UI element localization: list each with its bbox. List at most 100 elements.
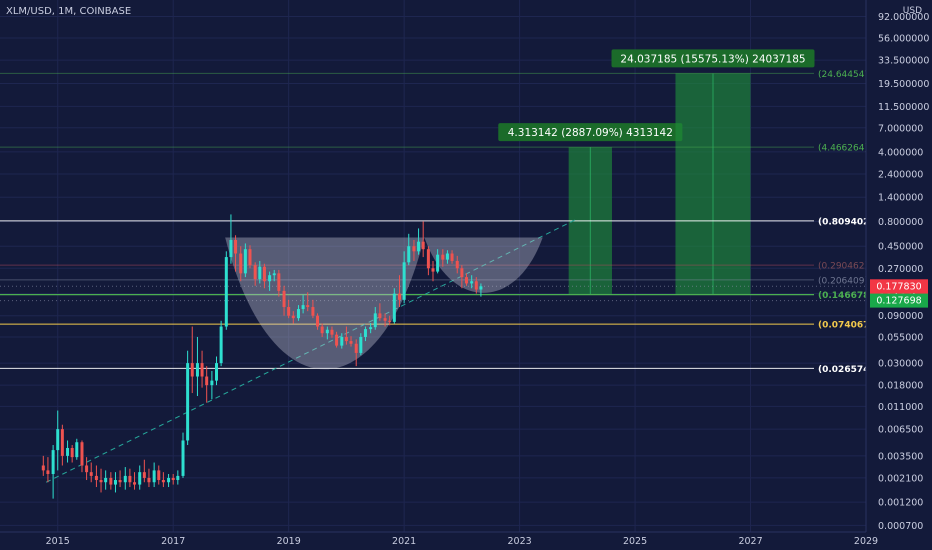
- candle-body: [152, 470, 156, 483]
- candle-body: [287, 307, 291, 316]
- candle-body: [176, 475, 180, 481]
- candle-body: [407, 246, 411, 263]
- y-tick-label: 0.055000: [878, 332, 923, 343]
- level-label: (0.146678): [818, 291, 873, 301]
- y-tick-label: 0.800000: [878, 217, 923, 228]
- handle-shape: [424, 237, 543, 293]
- x-tick-label: 2029: [854, 536, 878, 547]
- candle-body: [248, 249, 252, 266]
- y-tick-label: 33.500000: [878, 56, 929, 67]
- candle-body: [455, 260, 459, 269]
- cup-shape: [225, 237, 425, 370]
- candle-body: [109, 477, 113, 485]
- candle-body: [301, 305, 305, 310]
- candle-body: [441, 254, 445, 260]
- candle-body: [398, 293, 402, 300]
- candle-body: [138, 472, 142, 485]
- candle-body: [99, 480, 103, 483]
- candle-body: [60, 429, 64, 456]
- candle-body: [306, 305, 310, 308]
- candle-body: [311, 307, 315, 316]
- candle-body: [133, 482, 137, 485]
- candle-body: [330, 329, 334, 335]
- level-label: (0.290462): [818, 262, 868, 272]
- candle-body: [388, 320, 392, 322]
- candle-body: [210, 380, 214, 386]
- y-tick-label: 0.002100: [878, 473, 923, 484]
- y-tick-label: 0.001200: [878, 498, 923, 509]
- candle-body: [142, 472, 146, 478]
- candles-layer: [41, 214, 483, 499]
- candle-body: [161, 480, 165, 483]
- y-tick-label: 19.500000: [878, 79, 929, 90]
- y-tick-label: 56.000000: [878, 33, 929, 44]
- x-tick-label: 2027: [738, 536, 762, 547]
- candle-body: [186, 363, 190, 441]
- y-tick-label: 0.270000: [878, 264, 923, 275]
- candle-body: [373, 313, 377, 328]
- candle-body: [325, 329, 329, 334]
- y-tick-label: 1.400000: [878, 193, 923, 204]
- candle-body: [70, 447, 74, 458]
- candle-body: [51, 450, 55, 474]
- price-tag-text: 0.177830: [876, 281, 921, 292]
- candle-body: [479, 286, 483, 290]
- candle-body: [320, 326, 324, 334]
- candle-body: [41, 465, 45, 471]
- x-tick-label: 2023: [508, 536, 532, 547]
- candle-body: [89, 472, 93, 476]
- price-axis-bg: [866, 0, 932, 550]
- candle-body: [94, 475, 98, 481]
- y-tick-label: 7.000000: [878, 123, 923, 134]
- candle-body: [195, 363, 199, 377]
- level-label: (0.026574): [818, 365, 873, 375]
- candle-body: [66, 447, 70, 456]
- candle-body: [296, 309, 300, 319]
- candle-body: [412, 246, 416, 252]
- candle-body: [354, 343, 358, 353]
- x-tick-label: 2017: [161, 536, 185, 547]
- candle-body: [340, 336, 344, 346]
- candle-body: [190, 363, 194, 377]
- candle-body: [171, 477, 175, 481]
- candle-body: [272, 273, 276, 276]
- candle-body: [436, 254, 440, 272]
- time-axis-bg: [0, 532, 932, 550]
- candle-body: [402, 262, 406, 300]
- candle-body: [349, 341, 353, 344]
- candle-body: [128, 475, 132, 483]
- candle-body: [277, 273, 281, 291]
- candle-body: [363, 329, 367, 337]
- candle-body: [426, 249, 430, 269]
- candle-body: [181, 440, 185, 476]
- y-tick-label: 4.000000: [878, 147, 923, 158]
- candle-body: [147, 477, 151, 483]
- candle-body: [243, 249, 247, 274]
- y-tick-label: 0.000700: [878, 521, 923, 532]
- candle-body: [56, 429, 60, 451]
- candle-body: [383, 318, 387, 321]
- candle-body: [80, 442, 84, 466]
- y-tick-label: 2.400000: [878, 169, 923, 180]
- candle-body: [316, 315, 320, 327]
- y-tick-label: 0.006500: [878, 425, 923, 436]
- candle-body: [157, 470, 161, 481]
- price-tag-text: 0.127698: [876, 296, 921, 307]
- y-tick-label: 0.011000: [878, 402, 923, 413]
- candle-body: [378, 313, 382, 319]
- candle-body: [282, 290, 286, 308]
- level-label: (0.809402): [818, 217, 873, 227]
- candle-body: [75, 442, 79, 458]
- candle-body: [474, 281, 478, 290]
- level-label: (4.466264): [818, 144, 868, 154]
- x-tick-label: 2015: [46, 536, 70, 547]
- target-label: 24.037185 (15575.13%) 24037185: [620, 53, 805, 65]
- candle-body: [118, 480, 122, 483]
- candle-body: [85, 465, 89, 473]
- x-tick-label: 2019: [277, 536, 301, 547]
- candle-body: [123, 475, 127, 483]
- symbol-title: XLM/USD, 1M, COINBASE: [6, 6, 132, 17]
- candle-body: [234, 239, 238, 254]
